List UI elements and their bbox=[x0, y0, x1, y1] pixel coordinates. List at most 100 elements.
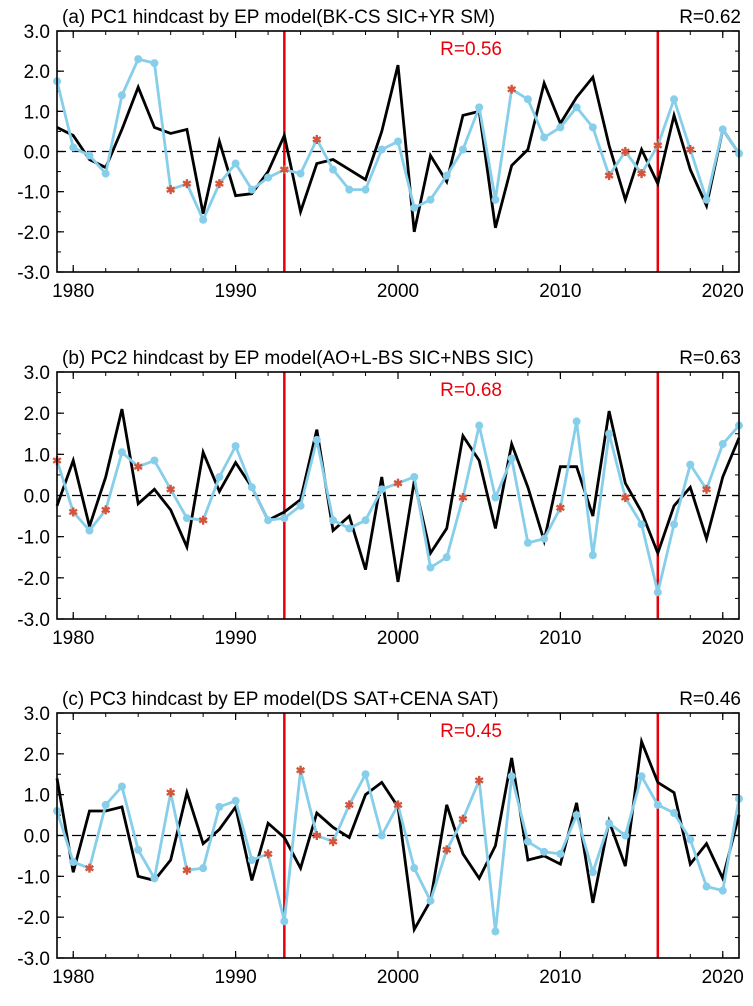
hindcast-point bbox=[718, 886, 727, 895]
hindcast-point bbox=[377, 831, 386, 840]
x-tick-label: 2000 bbox=[377, 281, 419, 302]
hindcast-point bbox=[442, 553, 451, 562]
x-tick-label: 2020 bbox=[702, 628, 744, 649]
hindcast-cross-marker bbox=[458, 814, 468, 824]
hindcast-point bbox=[361, 770, 370, 779]
cross-stroke bbox=[68, 508, 78, 516]
hindcast-cross-marker bbox=[101, 505, 111, 515]
hindcast-point bbox=[718, 440, 727, 449]
hindcast-point bbox=[85, 526, 94, 535]
hindcast-point bbox=[475, 421, 484, 430]
cross-stroke bbox=[653, 142, 663, 149]
hindcast-point bbox=[247, 856, 256, 864]
hindcast-point bbox=[231, 159, 240, 168]
hindcast-cross-marker bbox=[393, 478, 403, 488]
hindcast-cross-marker bbox=[442, 845, 452, 855]
hindcast-point bbox=[329, 165, 338, 174]
hindcast-point bbox=[101, 169, 110, 178]
hindcast-point bbox=[215, 802, 224, 811]
cross-stroke bbox=[312, 832, 322, 839]
hindcast-point bbox=[345, 524, 354, 533]
hindcast-cross-marker bbox=[68, 507, 78, 517]
hindcast-cross-marker bbox=[620, 493, 630, 503]
hindcast-cross-marker bbox=[182, 179, 192, 189]
cross-stroke bbox=[507, 85, 517, 93]
hindcast-point bbox=[264, 516, 273, 525]
hindcast-point bbox=[540, 133, 549, 142]
x-tick-label: 2020 bbox=[702, 967, 744, 988]
hindcast-point bbox=[280, 917, 289, 926]
y-tick-label: -2.0 bbox=[17, 569, 50, 590]
hindcast-cross-marker bbox=[328, 837, 338, 847]
hindcast-point bbox=[69, 143, 78, 152]
hindcast-point bbox=[134, 55, 143, 64]
hindcast-cross-marker bbox=[312, 134, 322, 144]
hindcast-cross-marker bbox=[474, 775, 484, 785]
hindcast-point bbox=[556, 849, 565, 858]
cross-stroke bbox=[279, 166, 289, 173]
y-tick-label: -3.0 bbox=[17, 610, 50, 631]
hindcast-point bbox=[377, 145, 386, 154]
panel-a: (a) PC1 hindcast by EP model(BK-CS SIC+Y… bbox=[17, 7, 744, 302]
hindcast-cross-marker bbox=[214, 179, 224, 189]
plot-frame bbox=[56, 30, 740, 273]
hindcast-point bbox=[507, 454, 516, 463]
hindcast-series-line bbox=[55, 768, 741, 933]
hindcast-cross-marker bbox=[84, 863, 94, 873]
x-tick-label: 1990 bbox=[214, 967, 256, 988]
hindcast-point bbox=[101, 800, 110, 809]
cross-stroke bbox=[182, 866, 192, 874]
y-tick-label: -3.0 bbox=[17, 949, 50, 970]
cross-stroke bbox=[685, 146, 695, 153]
y-tick-label: 3.0 bbox=[24, 22, 50, 43]
hindcast-cross-marker bbox=[555, 503, 565, 513]
x-tick-label: 1980 bbox=[52, 281, 94, 302]
hindcast-point bbox=[117, 91, 126, 100]
hindcast-point bbox=[572, 417, 581, 426]
y-tick-label: 1.0 bbox=[24, 102, 50, 123]
plot-frame bbox=[56, 371, 740, 620]
cross-stroke bbox=[442, 846, 452, 854]
hindcast-point bbox=[523, 538, 532, 547]
observed-series-line bbox=[56, 64, 741, 233]
cross-stroke bbox=[328, 838, 338, 845]
hindcast-cross-marker bbox=[604, 171, 614, 181]
y-tick-label: -2.0 bbox=[17, 908, 50, 929]
hindcast-point bbox=[150, 59, 159, 68]
hindcast-point bbox=[410, 864, 419, 873]
hindcast-point bbox=[410, 203, 419, 212]
y-tick-label: -1.0 bbox=[17, 183, 50, 204]
panel-b: (b) PC2 hindcast by EP model(AO+L-BS SIC… bbox=[17, 348, 744, 649]
hindcast-cross-marker bbox=[458, 493, 468, 503]
r-total-label: R=0.62 bbox=[679, 7, 741, 28]
hindcast-point bbox=[621, 831, 630, 840]
hindcast-point bbox=[426, 563, 435, 572]
cross-stroke bbox=[637, 170, 647, 177]
hindcast-point bbox=[199, 215, 208, 224]
hindcast-point bbox=[231, 796, 240, 805]
hindcast-point bbox=[718, 125, 727, 134]
hindcast-point bbox=[312, 435, 321, 444]
hindcast-point bbox=[588, 123, 597, 132]
hindcast-point bbox=[588, 868, 597, 877]
panel-title: (a) PC1 hindcast by EP model(BK-CS SIC+Y… bbox=[62, 7, 495, 28]
hindcast-cross-marker bbox=[653, 140, 663, 150]
hindcast-cross-marker bbox=[279, 165, 289, 175]
hindcast-point bbox=[199, 864, 208, 873]
y-tick-label: 2.0 bbox=[24, 404, 50, 425]
hindcast-point bbox=[556, 123, 565, 132]
cross-stroke bbox=[344, 801, 354, 809]
hindcast-point bbox=[588, 551, 597, 560]
cross-stroke bbox=[458, 494, 468, 501]
cross-stroke bbox=[198, 516, 208, 524]
hindcast-cross-marker bbox=[685, 144, 695, 154]
cross-stroke bbox=[166, 486, 176, 493]
cross-stroke bbox=[474, 777, 484, 784]
hindcast-cross-marker bbox=[296, 765, 306, 775]
hindcast-point bbox=[182, 514, 191, 523]
x-tick-label: 2010 bbox=[539, 967, 581, 988]
hindcast-point bbox=[475, 103, 484, 112]
hindcast-point bbox=[491, 493, 500, 502]
hindcast-point bbox=[605, 819, 614, 828]
